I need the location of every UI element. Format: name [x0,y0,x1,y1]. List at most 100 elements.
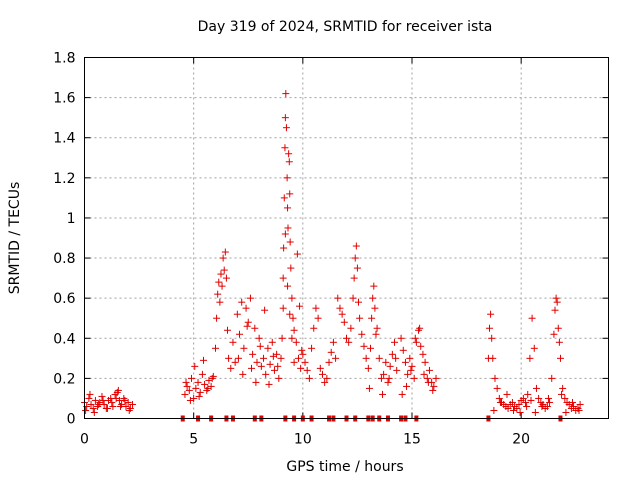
data-point [358,330,366,338]
data-point [368,314,376,322]
data-point [285,150,293,158]
data-point [432,374,440,382]
data-point [343,334,350,342]
data-point [553,298,561,306]
data-point [281,114,289,122]
data-point [294,354,302,362]
data-point [286,190,294,198]
data-point [388,350,396,358]
data-point [287,264,295,272]
data-point [231,358,239,366]
data-point [121,396,129,404]
data-point [249,350,257,358]
data-point [527,396,535,404]
data-point [321,378,329,386]
data-point [530,344,538,352]
data-point [108,398,116,406]
data-point [362,354,370,362]
data-point [329,338,337,346]
data-point [424,378,432,386]
y-tick-label: 1.6 [53,91,75,107]
data-point [382,358,390,366]
data-point [392,354,400,362]
data-point [274,362,282,370]
data-point [293,250,301,258]
data-point [277,354,285,362]
data-point [256,342,264,350]
data-point [214,290,222,298]
data-point [251,324,259,332]
data-point [345,338,353,346]
data-point [85,394,93,402]
data-point [252,378,260,386]
data-point [318,370,326,378]
data-point [220,266,228,274]
data-point [503,390,511,398]
data-point [558,390,566,398]
data-point [336,304,344,312]
data-point [224,326,232,334]
data-point [281,230,289,238]
data-point [349,294,357,302]
data-point [87,400,95,408]
data-point [99,396,107,404]
data-point [570,402,578,410]
data-point [316,364,324,372]
data-point [296,302,304,310]
data-point [182,378,190,386]
data-point [429,386,437,394]
data-point [364,364,372,372]
data-point [384,378,392,386]
data-point [398,390,406,398]
data-point [308,344,316,352]
data-point [117,402,125,410]
y-tick-label: 0.4 [53,331,75,347]
data-point [125,406,133,414]
data-point [360,342,368,350]
data-point [510,406,518,414]
data-point [217,270,225,278]
data-point [212,344,219,352]
data-point [218,282,226,290]
data-point [283,174,291,182]
data-point [493,384,501,392]
data-point [279,304,287,312]
data-point [185,386,193,394]
data-point [260,354,268,362]
data-point [186,396,194,404]
data-point [552,294,560,302]
data-point [399,346,407,354]
x-tick-label: 5 [189,432,198,448]
data-point [281,144,289,152]
data-point [338,310,346,318]
data-point [95,400,103,408]
data-point [544,394,552,402]
data-point [265,380,273,388]
data-point [406,354,414,362]
data-point [246,294,254,302]
data-point [222,274,230,282]
data-point [208,374,216,382]
data-point [195,392,203,400]
data-point [288,334,296,342]
data-point [486,324,494,332]
data-point [403,382,411,390]
data-point [401,358,409,366]
data-point [353,264,361,272]
data-point [562,408,570,416]
data-point [91,396,99,404]
data-point [243,322,251,330]
data-point [373,324,381,332]
data-point [516,408,524,416]
data-point [416,324,424,332]
data-point [351,254,359,262]
data-point [332,354,340,362]
data-point [284,204,292,212]
data-point [280,244,288,252]
data-point [370,282,378,290]
data-point [327,348,335,356]
data-point [109,402,117,410]
y-tick-label: 1.4 [53,131,75,147]
data-point [535,394,543,402]
